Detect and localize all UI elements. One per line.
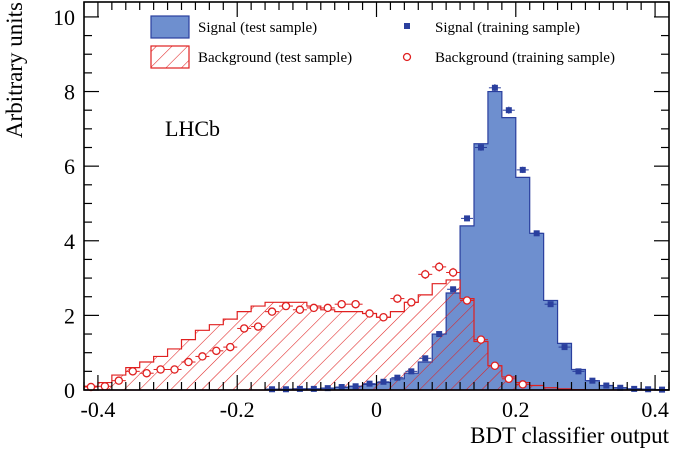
background-training-point	[407, 298, 416, 307]
signal-training-point	[561, 344, 568, 351]
signal-training-point	[310, 385, 317, 392]
signal-training-point	[505, 107, 512, 114]
legend-background-test-label: Background (test sample)	[198, 50, 352, 66]
y-axis-title: Arbitrary units	[2, 2, 27, 138]
axis-ticks: -0.4 -0.2 0 0.2 0.4 0 2 4 6 8 10	[53, 2, 670, 422]
background-training-point	[351, 299, 360, 309]
signal-training-point	[352, 383, 359, 390]
y-tick-label: 6	[64, 154, 75, 179]
background-training-point	[434, 262, 444, 272]
background-training-point	[323, 303, 332, 313]
signal-training-point	[491, 84, 498, 91]
y-tick-label: 10	[53, 5, 75, 30]
signal-training-point	[519, 166, 526, 173]
background-training-point	[128, 367, 137, 376]
background-training-point	[156, 365, 165, 374]
signal-training-point	[296, 385, 303, 392]
background-training-point	[281, 301, 291, 311]
signal-training-point	[380, 378, 387, 385]
background-training-point	[212, 346, 221, 356]
y-tick-label: 2	[64, 303, 75, 328]
signal-training-point	[450, 286, 457, 293]
y-tick-label: 0	[64, 378, 75, 403]
background-training-point	[142, 368, 151, 378]
signal-training-point	[464, 215, 471, 222]
background-training-point	[476, 335, 486, 344]
signal-training-point	[324, 385, 331, 392]
signal-training-point	[436, 331, 443, 338]
background-training-point	[420, 270, 430, 279]
signal-training-point	[547, 301, 554, 308]
signal-training-point	[617, 384, 624, 391]
background-training-point	[504, 374, 514, 384]
background-training-point	[114, 376, 124, 385]
background-training-point	[267, 307, 277, 316]
x-tick-label: 0.2	[502, 397, 530, 422]
signal-training-point	[589, 377, 596, 384]
background-training-point	[309, 303, 319, 313]
x-axis-title: BDT classifier output	[470, 423, 669, 448]
y-tick-label: 4	[64, 229, 75, 254]
plot-area	[83, 84, 670, 393]
signal-training-point	[338, 384, 345, 391]
x-tick-label: -0.4	[81, 397, 116, 422]
legend-background-test-swatch	[150, 45, 190, 69]
background-training-point	[253, 322, 263, 331]
x-tick-label: 0.4	[641, 397, 669, 422]
signal-training-point	[366, 380, 373, 387]
lhcb-annotation: LHCb	[165, 116, 220, 141]
legend-signal-test-swatch	[150, 15, 190, 39]
signal-training-point	[422, 355, 429, 362]
background-training-point	[295, 305, 305, 315]
legend-background-training-label: Background (training sample)	[435, 50, 615, 66]
background-training-point	[170, 365, 179, 374]
background-training-point	[462, 296, 472, 305]
y-tick-label: 8	[64, 80, 75, 105]
x-tick-label: -0.2	[220, 397, 255, 422]
background-training-point	[393, 294, 402, 303]
legend-signal-training-label: Signal (training sample)	[435, 20, 580, 36]
signal-training-point	[631, 385, 638, 392]
background-training-point	[239, 324, 249, 333]
background-training-point	[184, 357, 193, 367]
signal-training-point	[477, 144, 484, 151]
background-training-point	[337, 299, 346, 309]
signal-training-point	[575, 368, 582, 375]
signal-training-point	[408, 368, 415, 375]
signal-training-point	[533, 230, 540, 237]
x-tick-label: 0	[371, 397, 382, 422]
legend-signal-training-marker	[404, 23, 410, 29]
background-training-point	[198, 352, 207, 361]
legend-signal-test-label: Signal (test sample)	[198, 20, 317, 36]
signal-training-point	[603, 382, 610, 389]
legend-background-training-marker	[402, 52, 412, 62]
background-training-point	[448, 268, 458, 277]
signal-training-point	[394, 374, 401, 381]
background-training-point	[100, 382, 110, 391]
background-training-point	[225, 342, 235, 352]
legend: Signal (test sample) Background (test sam…	[150, 15, 615, 69]
background-training-point	[365, 309, 374, 318]
background-training-point	[490, 361, 500, 370]
background-training-point	[518, 380, 528, 389]
background-training-point	[379, 312, 388, 322]
